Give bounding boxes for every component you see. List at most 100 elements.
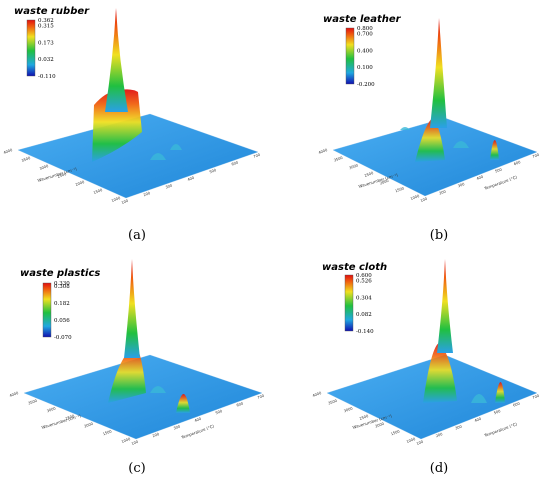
panel-a: waste rubber 0.362 0.315 0.173 0.032 -0.110 … [0,0,275,243]
y-tick-label: 200 [152,432,160,438]
peak-bump [423,343,457,403]
y-tick-label: 400 [194,417,202,423]
colorbar-tick-label: 0.700 [357,32,373,38]
colorbar-tick-label: 0.800 [357,26,373,32]
y-tick-label: 300 [165,183,173,189]
y-tick-label: 400 [474,417,482,423]
x-tick-label: 3000 [46,406,57,413]
y-tick-label: 500 [215,409,223,415]
minor-ridge [453,141,469,148]
y-tick-label: 600 [513,160,521,166]
y-axis-ticks: 700 600 500 400 300 200 100 [121,153,261,205]
surface [17,8,259,199]
minor-ridge [400,127,410,130]
colorbar-tick-label: 0.100 [357,65,373,71]
floor-plane [23,354,263,440]
colorbar-tick-label: 0.056 [54,318,70,324]
peak-spike [430,18,447,128]
x-axis-ticks: 4000 3500 3000 2500 2000 1500 1000 [9,391,132,444]
y-axis-label: Temperature (°C) [483,421,519,438]
x-tick-label: 4000 [9,391,20,398]
x-tick-label: 3500 [328,398,339,405]
x-tick-label: 2500 [65,414,76,421]
caption: (a) [128,228,146,243]
x-tick-label: 2000 [379,178,390,185]
colorbar-tick-label: 0.526 [356,279,372,285]
plot-title: waste leather [323,14,402,25]
y-tick-label: 700 [532,394,540,400]
x-tick-label: 3000 [39,164,50,171]
x-tick-label: 2000 [375,421,386,428]
x-tick-label: 4000 [312,391,323,398]
peak-spike [124,259,140,358]
x-tick-label: 4000 [318,148,329,155]
y-tick-label: 500 [209,168,217,174]
surface-plot-a: waste rubber 0.3620.3150.1730.032-0.110 … [3,6,261,205]
peak-bump [415,118,445,162]
caption: (c) [128,461,146,476]
y-tick-label: 100 [416,440,424,446]
x-tick-label: 3500 [333,155,344,162]
y-tick-label: 500 [493,409,501,415]
peak-bump [490,140,499,160]
colorbar-tick-label: 0.400 [357,48,373,54]
x-tick-label: 1000 [410,194,421,201]
y-tick-label: 300 [455,424,463,430]
y-tick-label: 600 [236,401,244,407]
y-tick-label: 200 [435,432,443,438]
y-tick-label: 400 [187,176,195,182]
x-tick-label: 1500 [102,429,113,436]
colorbar-tick-label: 0.304 [356,295,372,301]
surface [326,259,538,440]
panel-d: waste cloth 0.600 0.526 0.304 0.082 -0.140 4… [275,243,550,485]
peak-bump [495,382,505,403]
plot-title: waste rubber [14,6,90,17]
x-axis-label: Wavenumber (cm⁻¹) [41,413,82,430]
colorbar [26,19,36,77]
y-tick-label: 500 [495,167,503,173]
x-tick-label: 2500 [57,172,68,179]
x-tick-label: 1500 [395,186,406,193]
peak-bump [108,347,146,403]
colorbar-tick-label: 0.032 [38,57,54,63]
y-tick-label: 600 [231,160,239,166]
colorbar [345,27,355,85]
minor-ridge [150,153,166,160]
plot-title: waste cloth [322,262,387,273]
colorbar-tick-label: -0.140 [356,329,374,335]
colorbar-tick-label: 0.308 [54,284,70,290]
plot-title: waste plastics [20,268,100,279]
y-axis-ticks: 700 600 500 400 300 200 100 [420,153,540,203]
y-tick-label: 100 [121,199,129,205]
y-tick-label: 600 [513,401,521,407]
y-tick-label: 300 [173,424,181,430]
minor-ridge [170,144,182,150]
peak-plateau [92,89,142,162]
y-axis-ticks: 700 600 500 400 300 200 100 [131,394,265,446]
colorbar-tick-label: 0.182 [54,301,70,307]
colorbar-tick-label: -0.070 [54,335,72,341]
y-tick-label: 700 [532,153,540,159]
x-tick-label: 1000 [121,437,132,444]
y-tick-label: 300 [457,182,465,188]
x-axis-ticks: 4000 3500 3000 2500 2000 1500 1000 [318,148,421,201]
x-tick-label: 3500 [28,398,39,405]
x-tick-label: 1500 [93,188,104,195]
colorbar-tick-label: 0.082 [356,312,372,318]
x-tick-label: 1500 [390,429,401,436]
y-tick-label: 700 [253,153,261,159]
panel-b: waste leather 0.800 0.700 0.400 0.100 -0.200… [275,0,550,243]
surface [23,259,263,440]
caption: (d) [429,461,449,476]
peak-spike [437,259,453,353]
x-tick-label: 2500 [359,414,370,421]
x-tick-label: 3500 [21,156,32,163]
caption: (b) [429,228,449,243]
minor-ridge [150,386,166,393]
colorbar-tick-label: 0.173 [38,40,54,46]
